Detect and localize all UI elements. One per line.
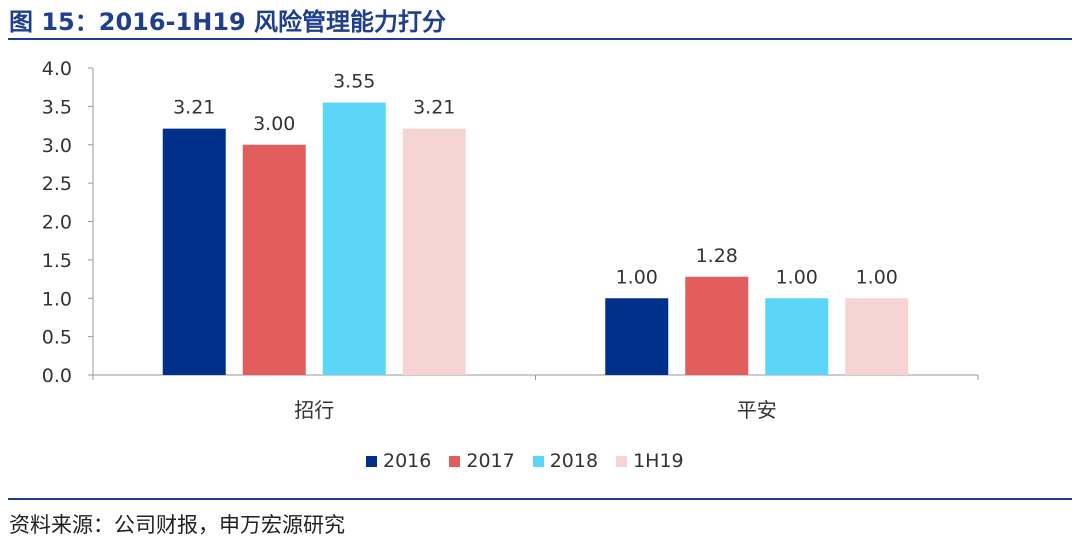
- data-label: 3.00: [253, 113, 295, 135]
- x-category-label: 招行: [294, 398, 334, 422]
- bar-2017: [242, 144, 306, 375]
- data-label: 1.00: [616, 266, 658, 288]
- bar-chart: 0.0 0.5 1.0 1.5 2.0 2.5 3.0 3.5 4.0 3.21 3.00 3.55…: [42, 58, 979, 422]
- legend-item: 2016: [366, 450, 431, 472]
- bar-2017: [685, 276, 749, 375]
- y-tick-label: 1.0: [42, 288, 72, 310]
- chart-axes: 0.0 0.5 1.0 1.5 2.0 2.5 3.0 3.5 4.0: [42, 58, 979, 387]
- title-rule: [8, 38, 1072, 40]
- legend-swatch: [616, 455, 628, 467]
- bar-2018: [322, 102, 386, 375]
- y-tick-label: 4.0: [42, 58, 72, 80]
- bar-2016: [605, 298, 669, 375]
- legend-label: 2018: [549, 450, 599, 472]
- y-tick-label: 0.5: [42, 327, 72, 349]
- data-label: 1.00: [856, 266, 898, 288]
- legend-item: 2018: [532, 450, 599, 472]
- source-note: 资料来源：公司财报，申万宏源研究: [9, 513, 345, 537]
- data-label: 3.55: [333, 71, 375, 93]
- bar-2018: [765, 298, 829, 375]
- chart-legend: 2016 2017 2018 1H19: [366, 450, 684, 472]
- x-category-label: 平安: [737, 398, 777, 422]
- y-tick-label: 3.5: [42, 96, 72, 118]
- chart-bars: [162, 102, 909, 375]
- bar-1H19: [845, 298, 909, 375]
- data-label: 1.00: [776, 266, 818, 288]
- data-label: 3.21: [413, 97, 455, 119]
- legend-label: 1H19: [633, 450, 684, 472]
- legend-item: 2017: [449, 450, 515, 472]
- legend-swatch: [449, 455, 461, 467]
- y-tick-label: 3.0: [42, 135, 72, 157]
- legend-label: 2017: [466, 450, 515, 472]
- y-tick-label: 1.5: [42, 250, 72, 272]
- legend-label: 2016: [383, 450, 432, 472]
- data-label: 1.28: [696, 245, 738, 267]
- bar-1H19: [402, 128, 466, 375]
- figure-title: 图 15：2016-1H19 风险管理能力打分: [9, 8, 447, 36]
- legend-swatch: [532, 455, 544, 467]
- y-tick-label: 2.0: [42, 212, 72, 234]
- data-label: 3.21: [173, 97, 215, 119]
- chart-labels: 3.21 3.00 3.55 3.21 招行 1.00 1.28 1.00 1.00 平安: [173, 71, 898, 422]
- legend-item: 1H19: [616, 450, 684, 472]
- legend-swatch: [366, 455, 377, 467]
- source-rule: [8, 498, 1072, 500]
- bar-2016: [162, 128, 226, 375]
- y-tick-label: 2.5: [42, 173, 72, 195]
- y-tick-label: 0.0: [42, 365, 72, 387]
